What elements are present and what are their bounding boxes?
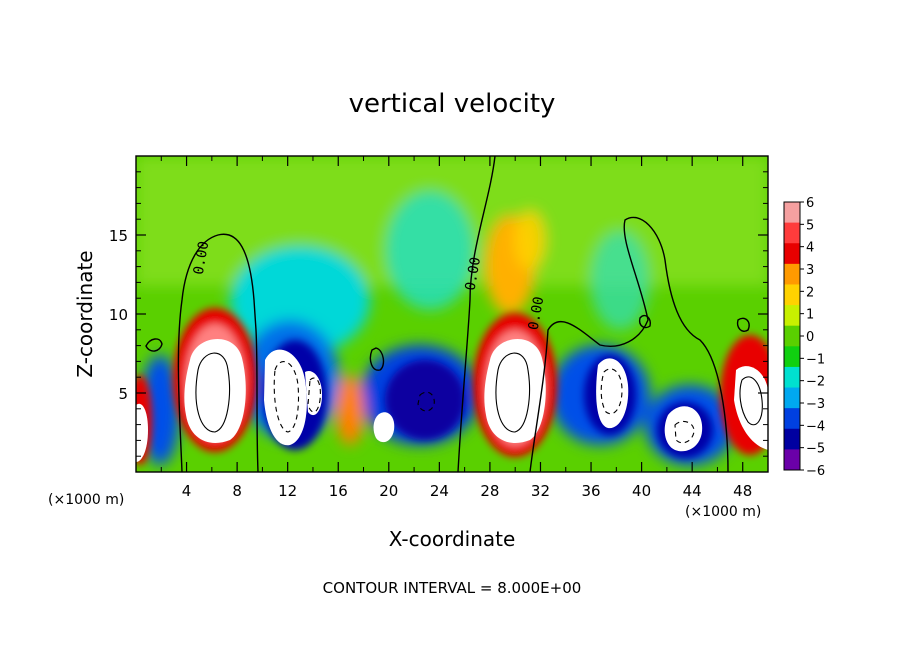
y-axis-ticks: 5 10 15 [109,171,768,457]
chart-title: vertical velocity [349,89,556,119]
colorbar-swatch [784,202,800,224]
contour-label: 0.00 [463,256,485,292]
colorbar-label: 4 [806,241,814,256]
x-tick-label: 48 [733,482,752,500]
x-tick-label: 40 [632,482,651,500]
colorbar-label: −1 [806,352,825,367]
colorbar-swatch [784,243,800,265]
contour-label: 0.00 [526,295,548,331]
neg-contours [273,361,695,444]
x-tick-label: 8 [232,482,242,500]
colorbar-swatch [784,325,800,347]
zero-contours [145,156,750,472]
colorbar-label: −4 [806,419,825,434]
colorbar-label: −3 [806,397,825,412]
y-tick-label: 5 [118,385,128,403]
x-tick-label: 28 [480,482,499,500]
colorbar-label: 1 [806,308,814,323]
x-unit-right: (×1000 m) [685,504,761,520]
colorbar-label: 6 [806,196,814,211]
x-tick-label: 32 [531,482,550,500]
colorbar-label: 3 [806,263,814,278]
colorbar-swatch [784,449,800,471]
colorbar-swatch [784,428,800,450]
y-tick-label: 10 [109,306,128,324]
colorbar-swatch [784,346,800,368]
x-tick-label: 4 [182,482,192,500]
contour-label: 0.00 [191,240,213,276]
colorbar-label: 5 [806,218,814,233]
x-axis-ticks: 4 8 12 16 20 24 28 32 36 40 44 48 [160,156,752,500]
colorbar-label: 0 [806,330,814,345]
x-tick-label: 16 [329,482,348,500]
x-tick-label: 44 [683,482,702,500]
colorbar-swatch [784,408,800,430]
pos-contours [195,352,763,433]
colorbar-swatch [784,366,800,389]
colorbar-swatch [784,305,800,327]
colorbar-label: 2 [806,285,814,300]
contour-interval-footer: CONTOUR INTERVAL = 8.000E+00 [323,579,582,597]
colorbar-swatch [784,387,800,409]
x-unit-left: (×1000 m) [48,492,124,508]
x-tick-label: 24 [430,482,449,500]
colorbar: 6 5 4 3 2 1 0 −1 −2 −3 −4 −5 −6 [783,196,825,479]
x-tick-label: 36 [581,482,600,500]
y-axis-label: Z-coordinate [73,250,97,377]
colorbar-swatch [784,263,800,285]
y-tick-label: 15 [109,227,128,245]
x-axis-label: X-coordinate [389,527,516,551]
colorbar-swatch [784,284,800,306]
plot-area [136,156,768,472]
colorbar-label: −6 [806,464,825,479]
x-tick-label: 12 [278,482,297,500]
colorbar-label: −5 [806,442,825,457]
colorbar-label: −2 [806,375,825,390]
x-tick-label: 20 [379,482,398,500]
contour-labels: 0.00 0.00 0.00 [191,240,548,331]
colorbar-swatch [784,222,800,244]
